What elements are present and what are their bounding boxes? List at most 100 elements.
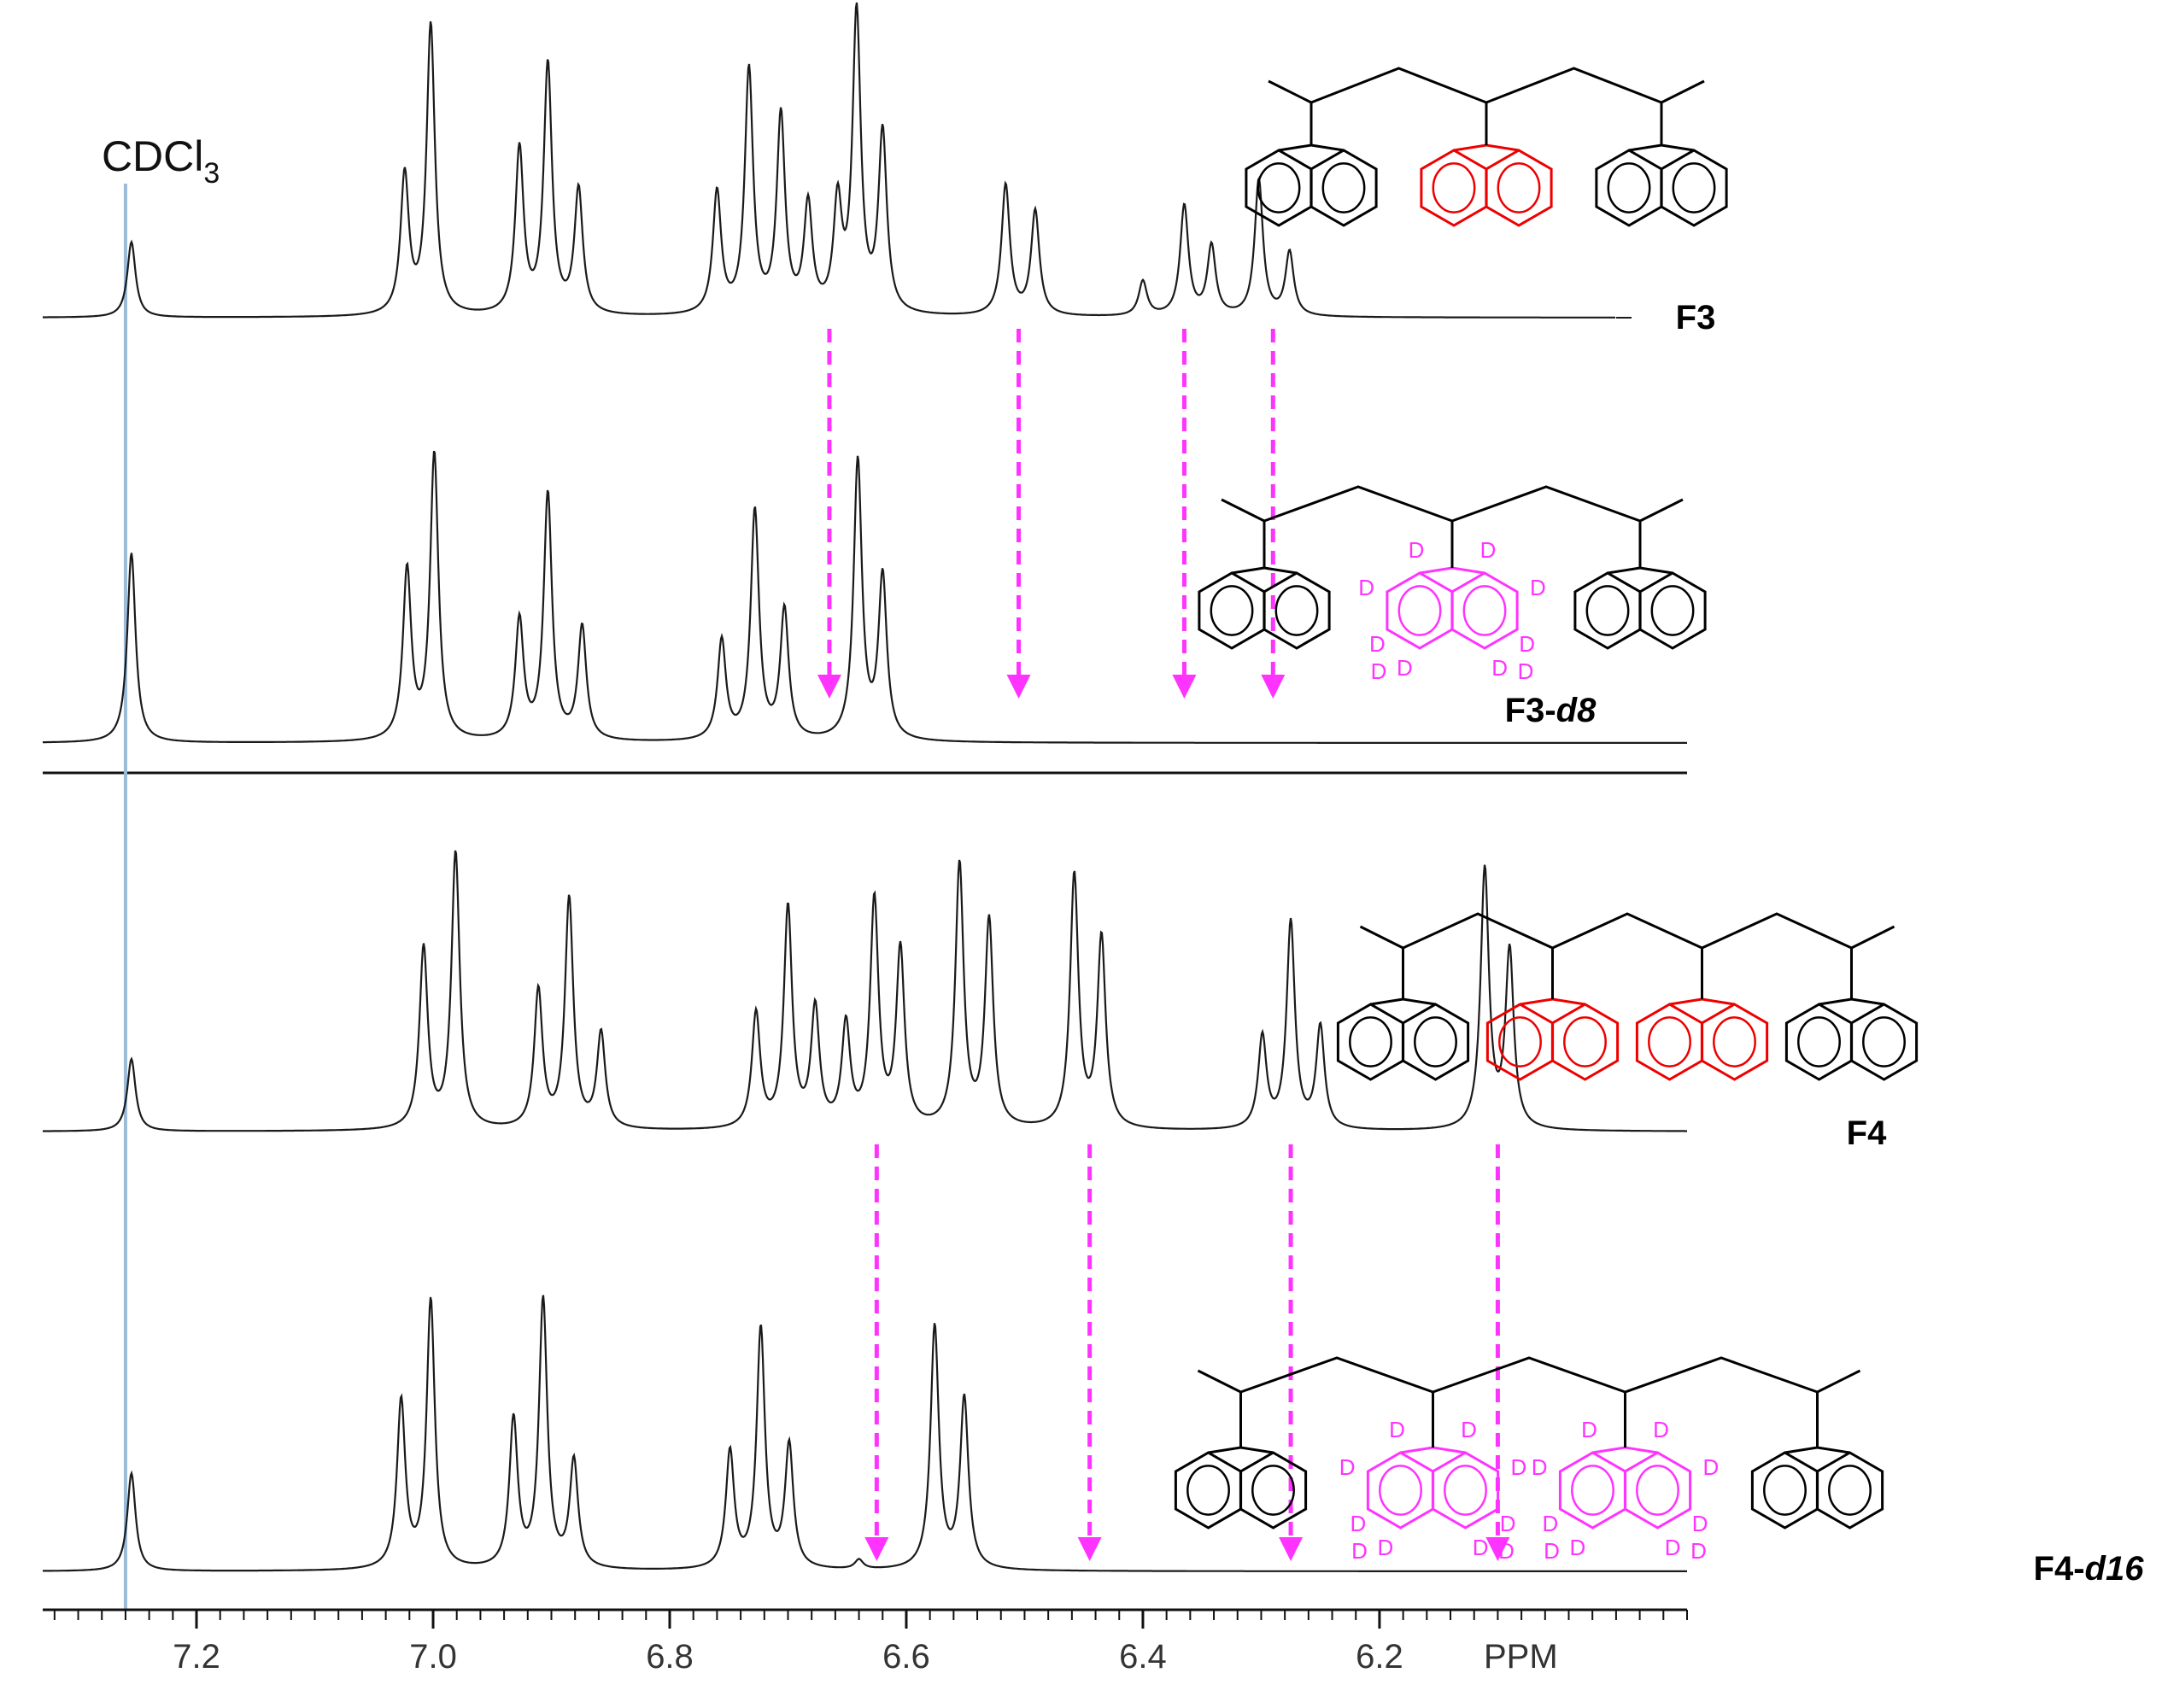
deuterium-label: D — [1690, 1538, 1707, 1564]
bond — [1607, 566, 1641, 575]
benzene-ring — [1366, 1451, 1435, 1530]
bond — [1702, 997, 1735, 1006]
fluorene-unit-2 — [1595, 143, 1728, 227]
deuterium-label: D — [1498, 1538, 1515, 1564]
benzene-ring — [1174, 1451, 1243, 1530]
deuterium-label: D — [1371, 658, 1387, 684]
bond — [1240, 1446, 1274, 1454]
deuterium-label: D — [1491, 655, 1508, 681]
label-F4-d16: F4-d16 — [2034, 1550, 2145, 1588]
aromatic-circle — [1414, 1016, 1457, 1068]
aromatic-circle — [1349, 1016, 1392, 1068]
spectrum-F3-d8 — [43, 450, 1687, 744]
aromatic-circle — [1498, 1016, 1542, 1068]
label-F3-d8: F3-d8 — [1505, 692, 1597, 729]
bond — [1208, 1446, 1241, 1454]
benzene-ring — [1239, 1451, 1308, 1530]
methyl-end — [1268, 79, 1312, 104]
spectrum-F4 — [43, 850, 1687, 1132]
benzene-ring — [1550, 1003, 1620, 1081]
backbone-bond — [1624, 1356, 1819, 1394]
bond — [1784, 1446, 1818, 1454]
peak-F3-10 — [837, 209, 839, 211]
deuterium-label: D — [1397, 655, 1413, 681]
deuterium-label: D — [1518, 658, 1534, 684]
benzene-ring — [1431, 1451, 1500, 1530]
deuterium-label: D — [1570, 1535, 1586, 1560]
deuterium-label: D — [1703, 1454, 1720, 1480]
label-suffix-F3-d8: d8 — [1556, 692, 1597, 729]
aromatic-circle — [1585, 585, 1630, 636]
aromatic-circle — [1607, 162, 1651, 214]
benzene-ring — [1386, 571, 1454, 650]
fluorene-unit-2 — [1573, 566, 1707, 650]
bond — [1639, 566, 1673, 575]
spectrum-trace-F3-d8 — [43, 450, 1687, 744]
bond — [1592, 1446, 1626, 1454]
aromatic-circle — [1650, 585, 1695, 636]
benzene-ring — [1450, 571, 1519, 650]
fluorene-unit-0 — [1245, 143, 1378, 227]
spectrum-trace-F4 — [43, 850, 1687, 1132]
bond — [1851, 997, 1884, 1006]
deuterium-label: D — [1532, 1454, 1548, 1480]
spectrum-trace-F3 — [43, 2, 1615, 319]
aromatic-circle — [1713, 1016, 1756, 1068]
aromatic-circle — [1432, 162, 1476, 214]
benzene-ring — [1336, 1003, 1405, 1081]
aromatic-circle — [1444, 1465, 1487, 1516]
benzene-ring — [1595, 149, 1663, 227]
bond — [1370, 997, 1403, 1006]
aromatic-circle — [1828, 1465, 1872, 1516]
aromatic-circle — [1648, 1016, 1691, 1068]
deuterium-label: D — [1351, 1511, 1367, 1536]
tick-label-1: 7.0 — [409, 1638, 457, 1676]
benzene-ring — [1401, 1003, 1470, 1081]
deuterium-label: D — [1692, 1511, 1708, 1536]
methyl-end — [1197, 1369, 1242, 1394]
deuterium-label: D — [1351, 1538, 1368, 1564]
aromatic-circle — [1397, 585, 1442, 636]
aromatic-circle — [1210, 585, 1254, 636]
bond — [1400, 1446, 1433, 1454]
x-axis-label: PPM — [1484, 1638, 1558, 1676]
fluorene-unit-1 — [1485, 997, 1620, 1081]
fluorene-unit-1 — [1420, 143, 1553, 227]
deuterium-label: D — [1544, 1538, 1560, 1564]
backbone-bond — [1451, 485, 1641, 523]
benzene-ring — [1485, 149, 1553, 227]
structure-F3 — [1245, 67, 1728, 227]
shift-arrowhead-6 — [1279, 1537, 1304, 1561]
deuterium-label: D — [1389, 1417, 1405, 1442]
aromatic-circle — [1274, 585, 1319, 636]
aromatic-circle — [1571, 1465, 1614, 1516]
backbone-bond — [1239, 1356, 1434, 1394]
aromatic-circle — [1862, 1016, 1906, 1068]
deuterium-label: D — [1409, 537, 1425, 563]
bond — [1310, 143, 1345, 152]
fluorene-unit-3 — [1784, 997, 1919, 1081]
label-F3: F3 — [1676, 299, 1716, 336]
tick-label-5: 6.2 — [1356, 1638, 1403, 1676]
aromatic-circle — [1251, 1465, 1295, 1516]
deuterium-label: D — [1500, 1511, 1516, 1536]
benzene-ring — [1485, 1003, 1555, 1081]
methyl-end — [1661, 79, 1705, 104]
backbone-bond — [1551, 912, 1703, 950]
bond — [1520, 997, 1553, 1006]
deuterium-label: D — [1511, 1454, 1527, 1480]
aromatic-circle — [1636, 1465, 1679, 1516]
deuterium-label: D — [1581, 1417, 1597, 1442]
deuterium-label: D — [1461, 1417, 1477, 1442]
aromatic-circle — [1797, 1016, 1841, 1068]
bond — [1231, 566, 1265, 575]
methyl-end — [1850, 925, 1895, 950]
fluorene-unit-3 — [1750, 1446, 1884, 1530]
bond — [1451, 566, 1485, 575]
backbone-bond — [1310, 67, 1487, 104]
benzene-ring — [1310, 149, 1378, 227]
deuterium-label: D — [1473, 1535, 1489, 1560]
